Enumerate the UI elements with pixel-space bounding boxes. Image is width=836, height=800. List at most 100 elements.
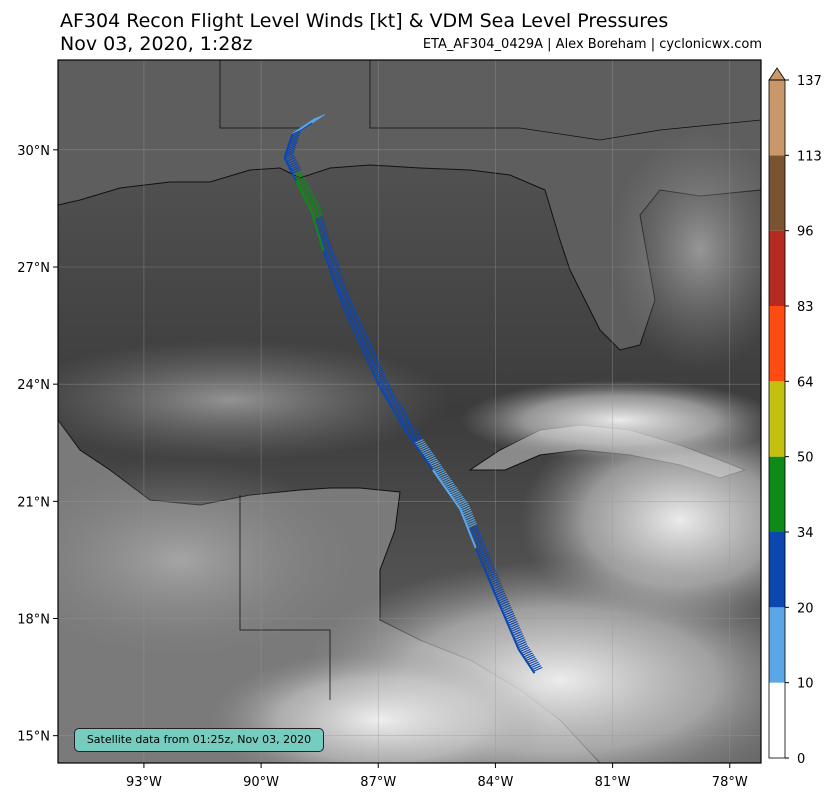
wind-barb <box>490 578 500 584</box>
wind-barb <box>505 614 516 620</box>
wind-barb <box>335 280 345 286</box>
wind-barb <box>314 216 324 222</box>
wind-barb <box>512 631 523 637</box>
wind-barb <box>435 469 445 475</box>
wind-barb <box>417 444 428 450</box>
wind-barb <box>391 402 401 408</box>
wind-barb <box>327 257 337 263</box>
wind-barb <box>338 288 348 294</box>
wind-barb <box>479 553 490 559</box>
wind-barb <box>531 665 542 671</box>
track-segment <box>404 430 434 471</box>
wind-barb <box>323 246 333 252</box>
wind-barb <box>288 160 298 166</box>
wind-barb <box>441 478 451 484</box>
wind-barb <box>320 238 331 244</box>
wind-barb <box>292 129 302 135</box>
wind-barb <box>374 371 384 377</box>
wind-barb <box>336 284 347 290</box>
wind-barb <box>341 297 351 303</box>
colorbar-tick-label: 20 <box>797 601 814 616</box>
wind-barb <box>448 488 459 494</box>
wind-barb <box>460 504 470 510</box>
wind-barb <box>495 590 505 596</box>
wind-barb <box>485 568 496 574</box>
wind-barb <box>358 335 368 341</box>
lat-tick-label: 24°N <box>17 378 50 393</box>
wind-barb <box>440 476 450 482</box>
wind-barb <box>501 604 511 610</box>
wind-barb <box>396 411 407 417</box>
wind-barb <box>515 637 525 643</box>
satellite-background <box>58 60 761 763</box>
wind-barb <box>460 506 471 512</box>
wind-barb <box>332 272 342 278</box>
wind-barb <box>470 531 481 537</box>
wind-barb <box>342 301 353 307</box>
wind-barb <box>467 523 477 529</box>
wind-barb <box>433 467 444 473</box>
wind-barb <box>403 422 413 428</box>
wind-barb <box>359 337 369 343</box>
wind-barb <box>371 365 382 371</box>
wind-barb <box>297 180 308 186</box>
wind-barb <box>300 186 311 192</box>
wind-barb <box>290 133 301 139</box>
wind-barb <box>397 413 408 419</box>
wind-barb <box>296 178 307 184</box>
wind-barb <box>375 373 385 379</box>
wind-barb <box>447 486 458 492</box>
wind-barb <box>455 497 465 503</box>
wind-barb <box>430 462 440 468</box>
wind-barb <box>510 627 521 633</box>
wind-barb <box>457 501 468 507</box>
wind-barb <box>319 234 330 240</box>
wind-barb <box>316 224 327 230</box>
wind-barb <box>400 419 411 425</box>
wind-barb <box>469 527 479 533</box>
colorbar-band <box>769 80 785 156</box>
wind-barb <box>287 144 297 150</box>
wind-barb <box>503 610 514 616</box>
wind-barb <box>328 261 339 267</box>
wind-barb <box>492 584 503 590</box>
wind-barb <box>364 349 374 355</box>
wind-barb <box>528 659 538 665</box>
wind-barb <box>469 529 480 535</box>
wind-barb <box>365 351 375 357</box>
wind-barb <box>336 282 346 288</box>
wind-barb <box>509 622 519 628</box>
wind-barb <box>381 385 391 391</box>
wind-barb <box>315 222 326 228</box>
wind-barb <box>436 470 446 476</box>
wind-barb <box>489 576 499 582</box>
wind-barb <box>302 190 313 196</box>
wind-barb <box>427 458 438 464</box>
wind-barb <box>321 240 331 246</box>
wind-barb <box>462 510 472 516</box>
wind-barb <box>355 329 365 335</box>
track-segment <box>295 180 313 213</box>
wind-barb <box>361 343 372 349</box>
wind-barb <box>353 325 364 331</box>
wind-barb <box>486 570 497 576</box>
wind-barb <box>354 327 365 333</box>
wind-barb <box>463 512 473 518</box>
wind-barb <box>392 404 402 410</box>
wind-barb <box>333 274 343 280</box>
wind-barb <box>292 168 302 174</box>
wind-barb <box>514 635 524 641</box>
colorbar-tick-label: 83 <box>797 300 814 315</box>
colorbar-frame <box>768 79 786 759</box>
wind-barb <box>481 557 492 563</box>
wind-barb <box>360 341 371 347</box>
wind-barb <box>425 454 435 460</box>
lon-tick-label: 93°W <box>126 775 162 790</box>
wind-barb <box>395 409 405 415</box>
satellite-note-badge: Satellite data from 01:25z, Nov 03, 2020 <box>74 728 324 752</box>
wind-barb <box>432 465 443 471</box>
wind-barb <box>352 323 363 329</box>
wind-barb <box>308 201 319 207</box>
wind-barb <box>289 136 300 142</box>
wind-barb <box>288 140 299 146</box>
